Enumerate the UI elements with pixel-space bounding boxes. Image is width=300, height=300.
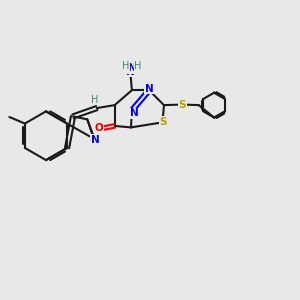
Text: S: S (179, 100, 186, 110)
Text: H: H (91, 95, 99, 105)
Text: H: H (122, 64, 129, 74)
Text: N: N (91, 135, 100, 145)
Text: H: H (134, 61, 142, 71)
Text: N: N (145, 84, 154, 94)
Text: H: H (132, 64, 140, 74)
Text: S: S (159, 117, 167, 127)
Text: H: H (122, 61, 130, 71)
Text: N: N (128, 63, 137, 73)
Text: N: N (126, 67, 135, 77)
Text: N: N (130, 108, 139, 118)
Text: O: O (95, 123, 103, 133)
